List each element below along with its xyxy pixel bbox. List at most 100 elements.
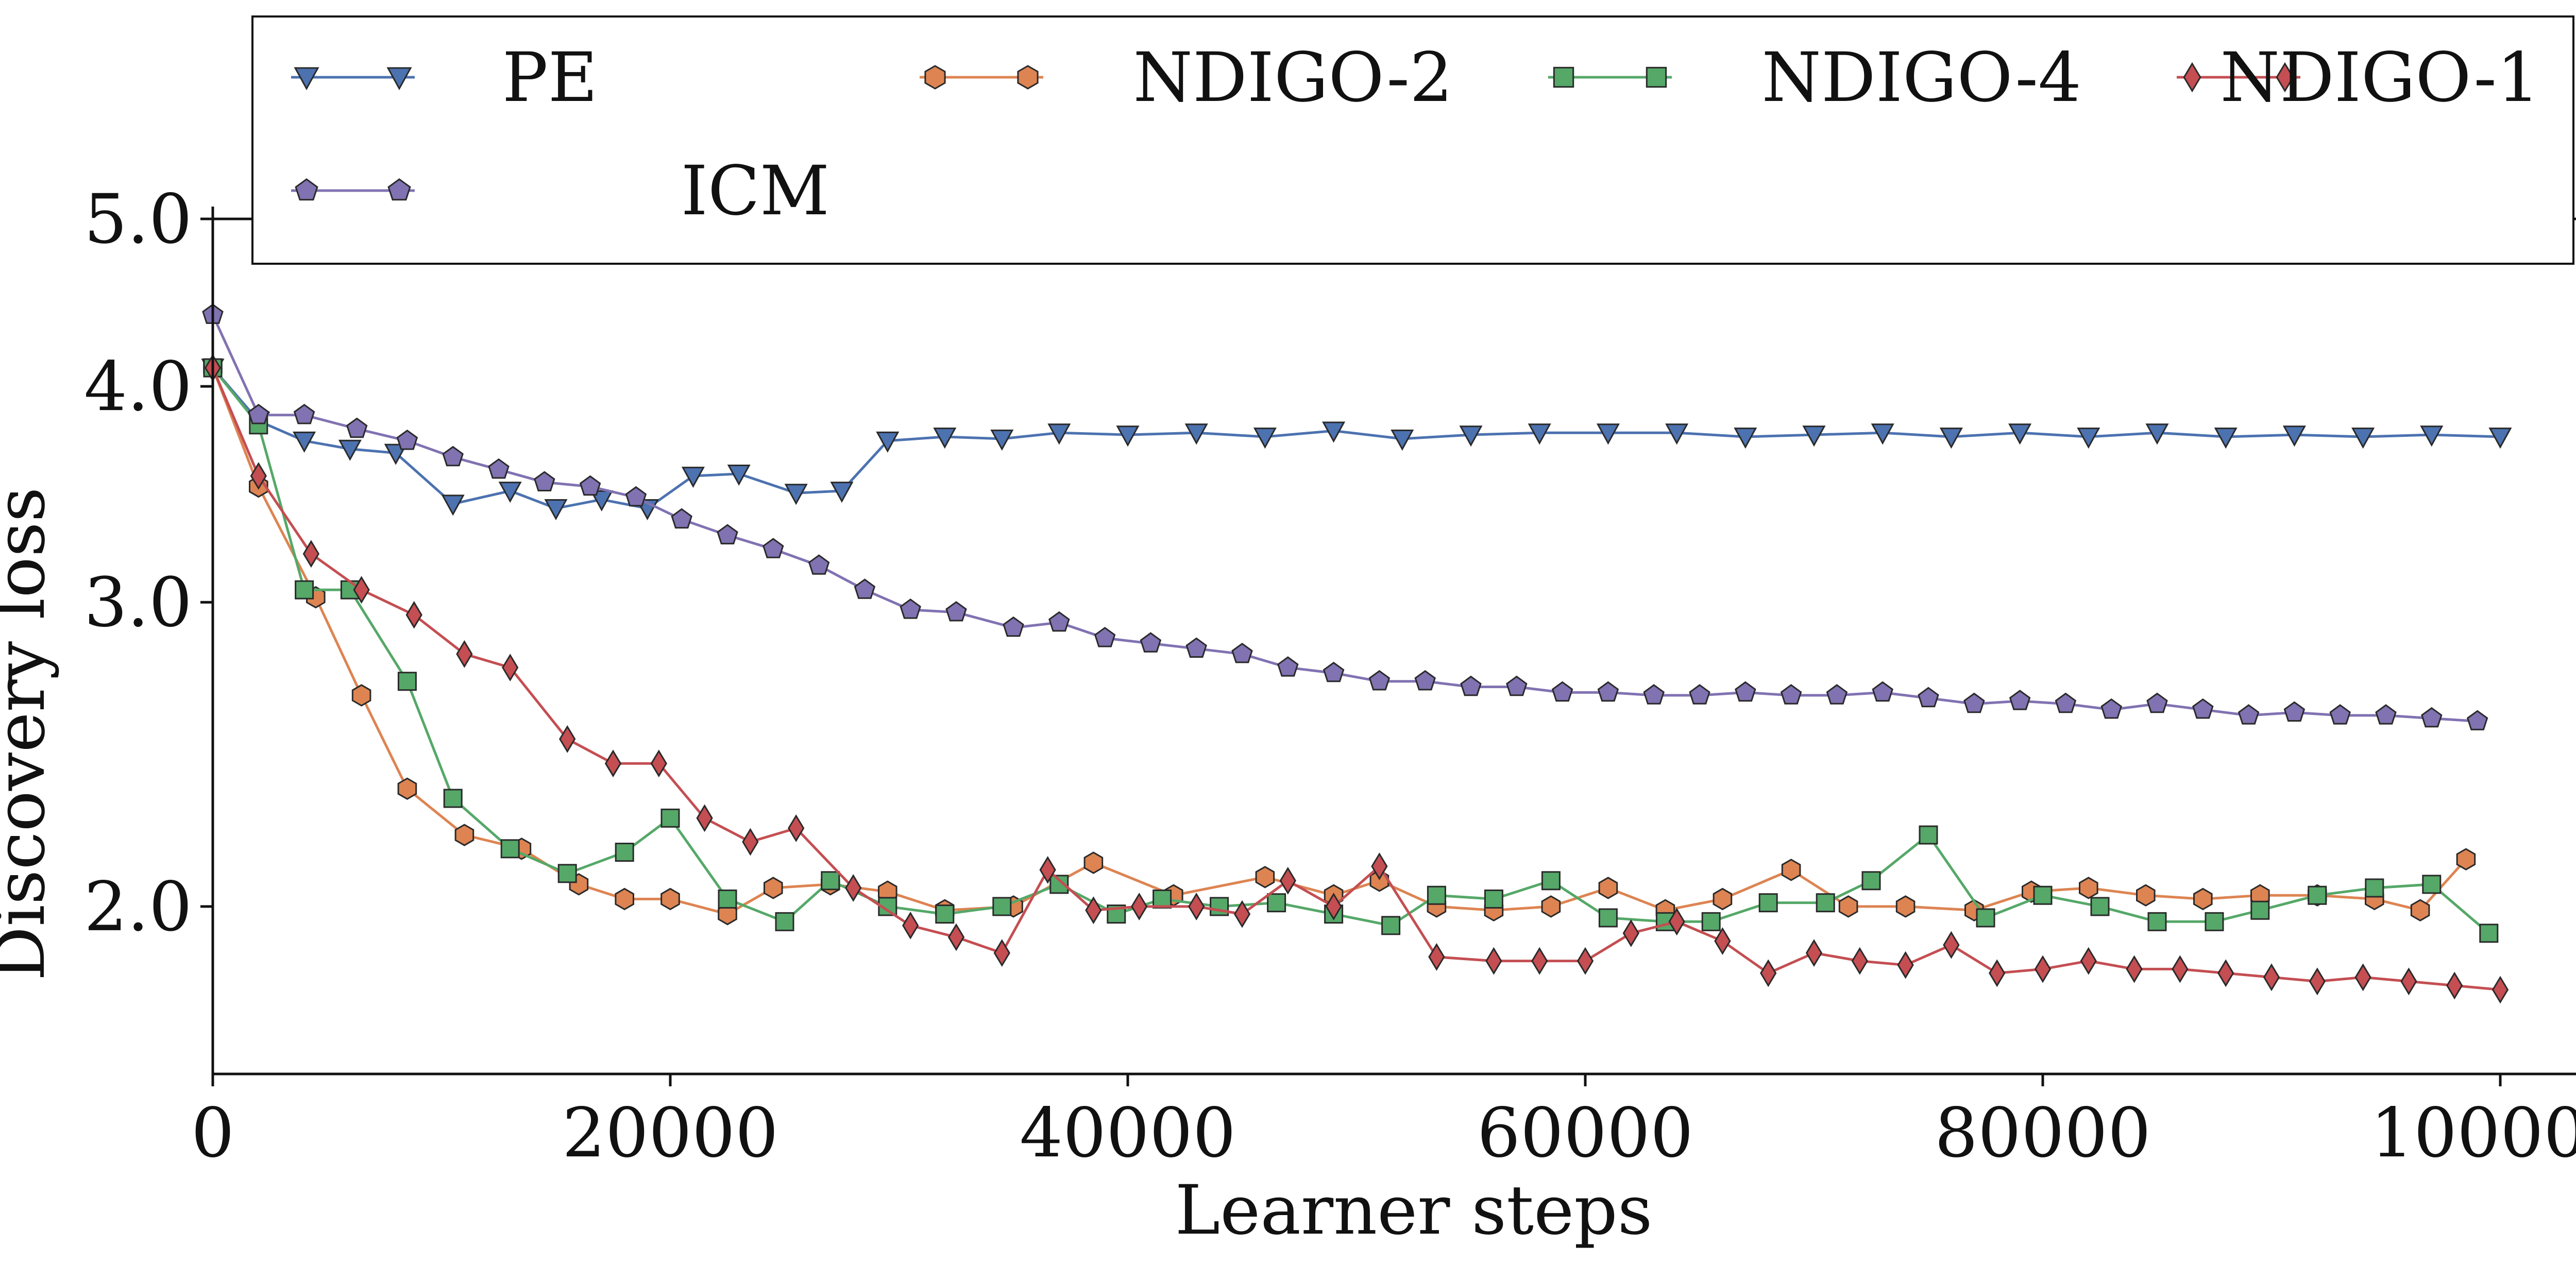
data-point-ndigo-4	[443, 789, 463, 808]
legend-marker	[2276, 62, 2294, 93]
data-point-icm	[2283, 701, 2306, 722]
data-point-icm	[625, 486, 647, 507]
data-point-ndigo-4	[1701, 912, 1721, 931]
data-point-icm	[854, 578, 876, 599]
data-point-icm	[346, 417, 368, 438]
data-point-ndigo-2	[764, 877, 783, 899]
data-point-ndigo-2	[1598, 877, 1618, 899]
x-tick-label: 20000	[562, 1094, 778, 1173]
data-point-pe	[1116, 425, 1140, 447]
data-point-ndigo-1	[650, 749, 667, 778]
data-point-ndigo-1	[353, 576, 370, 604]
data-point-icm	[1689, 684, 1710, 705]
data-point-icm	[1872, 681, 1893, 702]
x-tick-label: 100000	[2370, 1094, 2576, 1173]
data-point-pe	[1391, 430, 1414, 451]
series-layer	[201, 303, 2512, 1004]
data-point-icm	[2100, 698, 2122, 719]
x-tick-label: 0	[191, 1094, 234, 1173]
data-point-ndigo-1	[1668, 908, 1685, 936]
data-point-icm	[2192, 698, 2214, 719]
x-tick-label: 40000	[1020, 1094, 1236, 1173]
data-point-pe	[1596, 423, 1620, 445]
data-point-ndigo-4	[1919, 825, 1938, 845]
data-point-pe	[2077, 428, 2100, 449]
data-point-ndigo-1	[1714, 927, 1731, 955]
data-point-icm	[1003, 616, 1024, 637]
data-point-pe	[2145, 423, 2169, 445]
data-point-ndigo-2	[1838, 895, 1858, 918]
data-point-ndigo-2	[2136, 884, 2156, 907]
y-tick-label: 5.0	[84, 180, 192, 259]
data-point-pe	[1665, 423, 1689, 445]
data-point-pe	[293, 431, 316, 453]
data-point-ndigo-2	[351, 684, 371, 707]
legend-marker	[295, 178, 318, 201]
data-point-ndigo-1	[2172, 955, 2189, 983]
legend-marker	[386, 67, 412, 91]
data-point-icm	[2146, 692, 2168, 713]
data-point-icm	[1185, 637, 1207, 658]
data-point-ndigo-2	[2456, 848, 2476, 871]
data-point-ndigo-4	[557, 864, 577, 883]
data-point-icm	[671, 508, 692, 529]
legend-box	[251, 15, 2574, 265]
data-point-icm	[2329, 704, 2351, 725]
data-point-pe	[876, 431, 900, 453]
data-point-ndigo-4	[1153, 889, 1172, 909]
data-point-ndigo-4	[2365, 878, 2384, 898]
data-point-ndigo-4	[1484, 889, 1503, 909]
data-point-icm	[1140, 632, 1162, 653]
y-tick-label: 4.0	[84, 347, 192, 426]
data-point-ndigo-4	[2090, 897, 2110, 916]
data-point-ndigo-4	[1861, 871, 1881, 891]
data-point-icm	[1735, 681, 1756, 702]
data-point-ndigo-4	[2033, 885, 2053, 905]
legend: PE NDIGO-2 NDIGO-4 NDIGO-1 ICM	[251, 15, 2574, 265]
data-point-icm	[1323, 661, 1345, 682]
data-point-icm	[1048, 611, 1070, 632]
legend-marker	[924, 65, 946, 90]
data-point-icm	[1231, 642, 1253, 663]
data-point-icm	[900, 598, 921, 619]
legend-entry-ndigo-1: NDIGO-1	[2177, 38, 2540, 117]
data-point-ndigo-2	[2079, 877, 2098, 899]
x-tick-label: 80000	[1935, 1094, 2151, 1173]
legend-label: PE	[502, 38, 598, 117]
data-point-ndigo-1	[845, 874, 862, 902]
data-point-icm	[1414, 670, 1436, 691]
data-point-icm	[1918, 687, 1939, 708]
data-point-icm	[442, 446, 464, 467]
data-point-ndigo-1	[1233, 900, 1251, 928]
data-point-pe	[498, 482, 522, 503]
data-point-icm	[1368, 670, 1391, 691]
data-point-icm	[1094, 626, 1116, 647]
legend-marker	[2183, 62, 2201, 93]
y-axis-label: Discovery loss	[0, 487, 60, 981]
data-point-icm	[1643, 684, 1665, 705]
data-point-ndigo-1	[742, 828, 759, 856]
data-point-ndigo-2	[2410, 899, 2430, 921]
data-point-ndigo-1	[1428, 943, 1445, 971]
data-point-ndigo-2	[660, 887, 680, 911]
data-point-ndigo-2	[1713, 887, 1733, 911]
data-point-pe	[933, 428, 957, 449]
data-point-ndigo-4	[1427, 885, 1446, 905]
data-point-pe	[1734, 428, 1757, 449]
data-point-ndigo-4	[718, 889, 737, 909]
data-point-pe	[2420, 425, 2444, 447]
data-point-ndigo-4	[2479, 924, 2499, 943]
legend-label: NDIGO-1	[2220, 38, 2540, 117]
legend-marker	[1017, 65, 1039, 90]
data-point-ndigo-1	[1371, 852, 1388, 880]
data-point-ndigo-4	[1598, 908, 1618, 928]
data-point-icm	[579, 475, 601, 496]
data-point-pe	[338, 439, 362, 461]
data-point-icm	[1963, 692, 1985, 713]
data-point-pe	[784, 484, 808, 505]
data-point-ndigo-1	[902, 911, 919, 940]
data-point-ndigo-1	[559, 725, 576, 753]
data-point-ndigo-4	[2250, 900, 2270, 920]
data-point-pe	[590, 490, 614, 511]
data-point-pe	[1459, 425, 1483, 447]
